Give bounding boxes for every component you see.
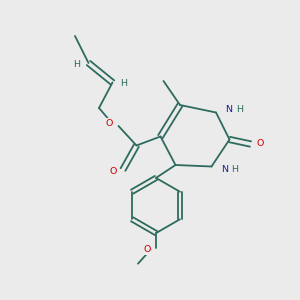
Text: O: O (256, 140, 264, 148)
Text: N: N (221, 165, 228, 174)
Text: H: H (236, 105, 243, 114)
Text: O: O (106, 118, 113, 127)
Text: O: O (143, 245, 150, 254)
Text: H: H (120, 80, 128, 88)
Text: O: O (110, 167, 117, 176)
Text: H: H (231, 165, 239, 174)
Text: N: N (225, 105, 233, 114)
Text: H: H (74, 60, 81, 69)
